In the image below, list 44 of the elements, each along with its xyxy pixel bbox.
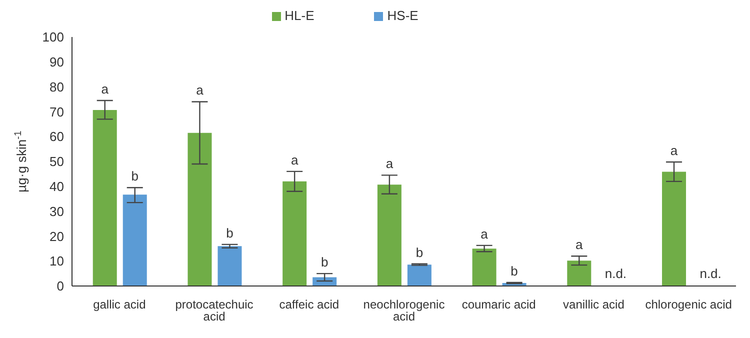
data-label: b [320,254,328,270]
data-label: a [386,156,394,172]
y-tick-label: 30 [50,204,64,219]
bar [188,132,212,286]
data-label: a [290,152,299,168]
x-tick-label: neochlorogenic acid [363,298,445,324]
x-tick-label: coumaric acid [462,298,536,312]
text: n.d. [700,266,722,281]
x-tick-label: protocatechuic acid [175,298,254,324]
data-label: a [670,143,678,158]
data-label: b [131,168,138,184]
y-tick-label: 40 [50,179,64,194]
y-tick-label: 90 [50,54,64,70]
data-label: b [416,244,424,260]
bar [122,194,147,286]
data-label: b [226,225,234,240]
y-tick-label: 50 [50,154,64,170]
bar [377,184,402,286]
bar [407,264,432,286]
legend-label: HL-E [284,8,314,23]
x-tick-label: caffeic acid [279,298,340,312]
y-tick-label: 10 [50,254,64,269]
y-tick-label: 20 [50,228,64,244]
y-tick-label: 100 [42,30,64,45]
y-tick-label: 80 [50,79,64,94]
data-label: a [480,226,489,242]
bar [662,172,686,286]
x-tick-label: vanillic acid [563,298,624,312]
x-tick-label: gallic acid [93,298,146,312]
bar [218,246,242,286]
text: n.d. [604,266,627,281]
data-label: b [510,264,518,279]
y-tick-label: 60 [50,129,64,144]
data-label: a [196,82,204,98]
bar [472,248,496,286]
x-tick-label: chlorogenic acid [645,298,732,312]
data-label: a [576,237,584,252]
y-tick-label: 0 [56,278,64,294]
data-label: a [101,81,110,96]
bar [282,181,307,286]
legend-label: HS-E [387,8,418,23]
y-tick-label: 70 [50,104,64,120]
bar [567,260,592,286]
bar [92,110,117,286]
